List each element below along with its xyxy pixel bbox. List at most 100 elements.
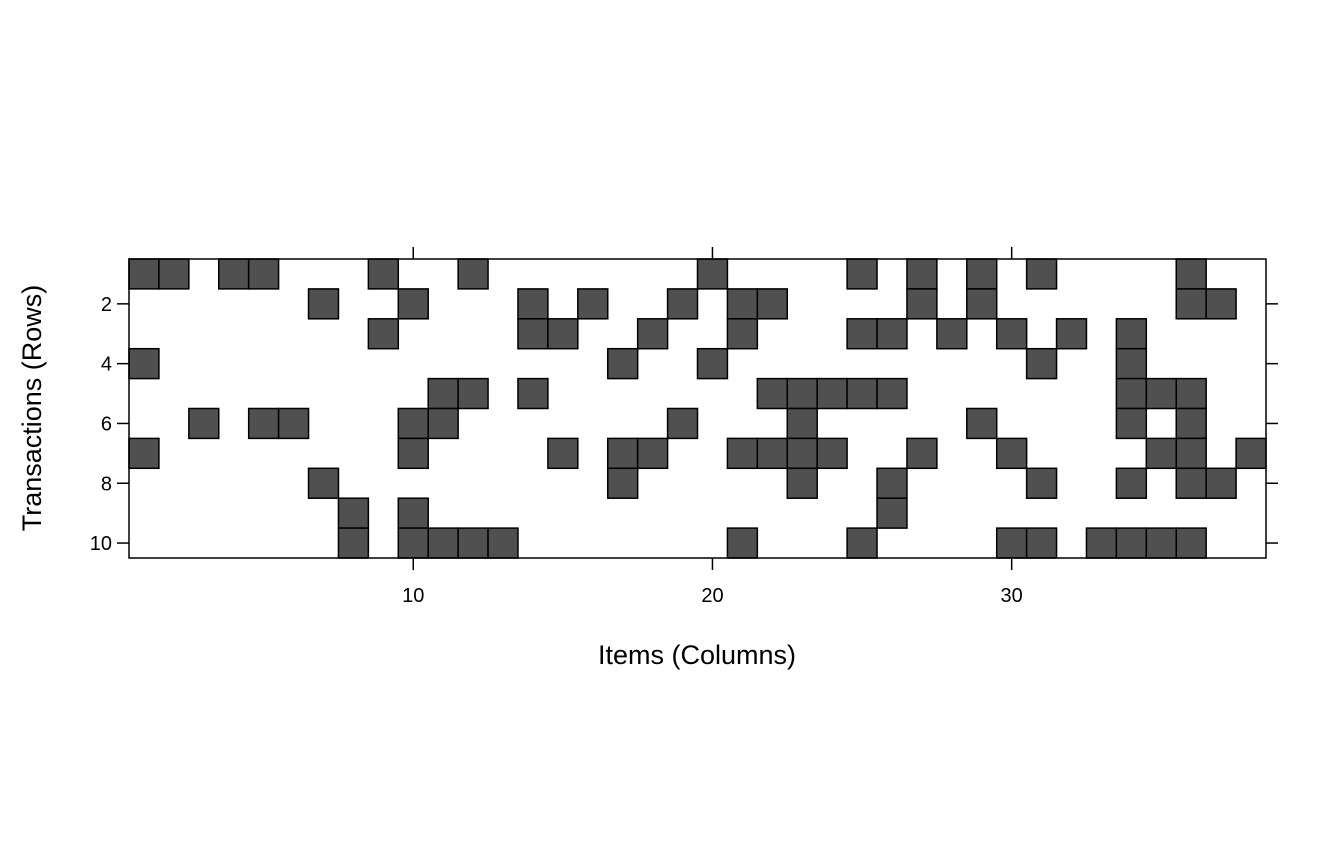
cell-row5-item14 bbox=[517, 377, 549, 410]
cell-row8-item36 bbox=[1175, 467, 1207, 499]
cell-row7-item30 bbox=[995, 437, 1028, 470]
cell-row9-item26 bbox=[876, 497, 908, 529]
ticks-layer bbox=[117, 247, 1278, 570]
cell-row1-item27 bbox=[906, 258, 938, 290]
cell-row7-item10 bbox=[397, 437, 429, 470]
x-tick-label-30: 30 bbox=[1001, 585, 1023, 607]
cell-row1-item12 bbox=[457, 258, 489, 290]
cell-row8-item23 bbox=[786, 467, 818, 499]
cell-row8-item31 bbox=[1025, 467, 1058, 499]
cell-row10-item36 bbox=[1175, 527, 1207, 559]
cell-row5-item25 bbox=[846, 377, 878, 410]
cell-row1-item2 bbox=[158, 258, 190, 290]
cell-row7-item27 bbox=[906, 437, 938, 470]
y-tick-label-2: 2 bbox=[101, 294, 112, 316]
cell-row1-item25 bbox=[846, 258, 878, 290]
cell-row10-item11 bbox=[427, 527, 459, 559]
cell-row2-item22 bbox=[756, 288, 789, 320]
y-tick-label-4: 4 bbox=[101, 354, 112, 376]
y-axis-title: Transactions (Rows) bbox=[17, 285, 47, 532]
cell-row6-item3 bbox=[188, 407, 220, 440]
x-tick-label-20: 20 bbox=[701, 585, 723, 607]
cell-row3-item9 bbox=[367, 318, 400, 350]
y-tick-label-8: 8 bbox=[101, 473, 112, 495]
cell-row7-item23 bbox=[786, 437, 818, 470]
cell-row8-item37 bbox=[1205, 467, 1237, 499]
cell-row2-item27 bbox=[906, 288, 938, 320]
cell-row2-item29 bbox=[966, 288, 998, 320]
cell-row6-item6 bbox=[277, 407, 310, 440]
cell-row6-item36 bbox=[1175, 407, 1207, 440]
cell-row5-item11 bbox=[427, 377, 459, 410]
cell-row8-item26 bbox=[876, 467, 908, 499]
cell-row7-item35 bbox=[1145, 437, 1177, 470]
cell-row2-item10 bbox=[397, 288, 429, 320]
cell-row3-item21 bbox=[726, 318, 759, 350]
cell-row10-item35 bbox=[1145, 527, 1177, 559]
cell-row10-item12 bbox=[457, 527, 489, 559]
cell-row5-item35 bbox=[1145, 377, 1177, 410]
cell-row6-item23 bbox=[786, 407, 818, 440]
cell-row4-item1 bbox=[128, 347, 160, 380]
cell-row7-item36 bbox=[1175, 437, 1207, 470]
cell-row10-item30 bbox=[995, 527, 1028, 559]
cell-row2-item21 bbox=[726, 288, 759, 320]
cell-row2-item14 bbox=[517, 288, 549, 320]
cell-row2-item7 bbox=[307, 288, 340, 320]
cell-row6-item5 bbox=[247, 407, 280, 440]
cell-row6-item29 bbox=[966, 407, 998, 440]
cell-row10-item10 bbox=[397, 527, 429, 559]
x-tick-label-10: 10 bbox=[402, 585, 424, 607]
cell-row2-item16 bbox=[577, 288, 609, 320]
cell-row7-item22 bbox=[756, 437, 789, 470]
plot-frame bbox=[128, 258, 1267, 559]
cell-row1-item29 bbox=[966, 258, 998, 290]
cell-row1-item9 bbox=[367, 258, 400, 290]
cell-row10-item25 bbox=[846, 527, 878, 559]
tick-labels-layer: 10 20 30 2 4 6 8 10 bbox=[90, 294, 1023, 607]
cell-row10-item8 bbox=[337, 527, 370, 559]
cell-row1-item36 bbox=[1175, 258, 1207, 290]
cell-row7-item15 bbox=[547, 437, 579, 470]
cell-row4-item34 bbox=[1115, 347, 1148, 380]
cell-row3-item34 bbox=[1115, 318, 1148, 350]
cell-row7-item1 bbox=[128, 437, 160, 470]
cell-row2-item19 bbox=[666, 288, 699, 320]
cell-row1-item20 bbox=[696, 258, 729, 290]
cell-row6-item34 bbox=[1115, 407, 1148, 440]
cell-row3-item14 bbox=[517, 318, 549, 350]
cell-row1-item4 bbox=[218, 258, 250, 290]
cell-row1-item1 bbox=[128, 258, 160, 290]
cell-row5-item22 bbox=[756, 377, 789, 410]
cell-row4-item17 bbox=[606, 347, 639, 380]
cell-row8-item7 bbox=[307, 467, 340, 499]
cell-row6-item10 bbox=[397, 407, 429, 440]
cell-row10-item13 bbox=[487, 527, 519, 559]
cell-row8-item34 bbox=[1115, 467, 1148, 499]
cells-layer bbox=[128, 258, 1267, 559]
cell-row6-item11 bbox=[427, 407, 459, 440]
cell-row7-item38 bbox=[1235, 437, 1267, 470]
cell-row3-item25 bbox=[846, 318, 878, 350]
cell-row7-item17 bbox=[606, 437, 639, 470]
cell-row5-item36 bbox=[1175, 377, 1207, 410]
cell-row8-item17 bbox=[606, 467, 639, 499]
cell-row5-item34 bbox=[1115, 377, 1148, 410]
cell-row5-item12 bbox=[457, 377, 489, 410]
cell-row7-item18 bbox=[636, 437, 669, 470]
cell-row9-item10 bbox=[397, 497, 429, 529]
cell-row5-item23 bbox=[786, 377, 818, 410]
cell-row7-item21 bbox=[726, 437, 759, 470]
cell-row3-item18 bbox=[636, 318, 669, 350]
cell-row5-item26 bbox=[876, 377, 908, 410]
cell-row4-item20 bbox=[696, 347, 729, 380]
cell-row10-item21 bbox=[726, 527, 759, 559]
cell-row7-item24 bbox=[816, 437, 848, 470]
y-tick-label-10: 10 bbox=[90, 533, 112, 555]
cell-row1-item31 bbox=[1025, 258, 1058, 290]
cell-row3-item28 bbox=[936, 318, 968, 350]
cell-row10-item31 bbox=[1025, 527, 1058, 559]
cell-row10-item34 bbox=[1115, 527, 1148, 559]
